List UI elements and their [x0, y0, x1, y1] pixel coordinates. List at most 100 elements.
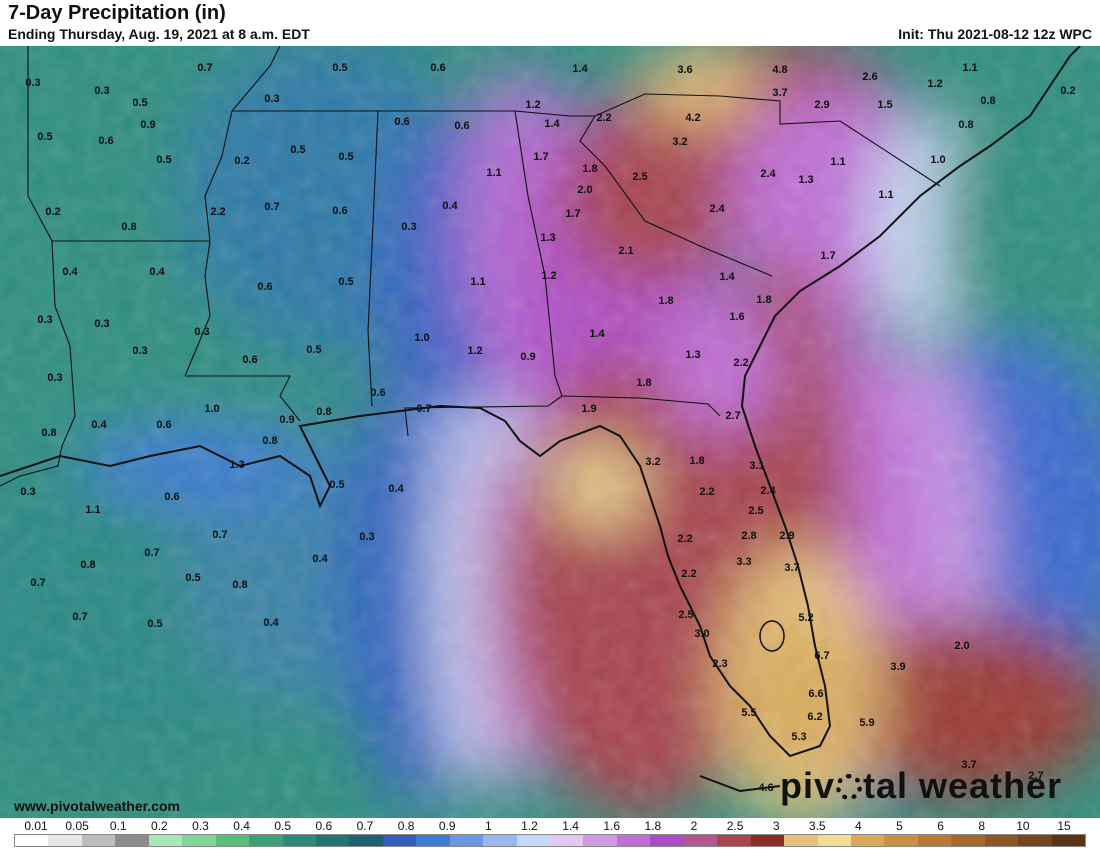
precip-value-label: 0.7: [212, 529, 227, 541]
precip-value-label: 6.7: [814, 650, 829, 662]
precip-value-label: 1.0: [204, 403, 219, 415]
precip-value-label: 0.4: [312, 553, 328, 565]
precip-value-label: 0.7: [264, 201, 279, 213]
precip-value-label: 0.2: [234, 155, 249, 167]
precip-value-label: 0.5: [306, 344, 321, 356]
legend-swatch: [416, 835, 450, 846]
website-url: www.pivotalweather.com: [14, 798, 180, 814]
precip-value-label: 2.4: [760, 168, 776, 180]
legend-tick-label: 3.5: [808, 819, 826, 833]
legend-tick-label: 0.5: [274, 819, 292, 833]
legend-swatch: [81, 835, 116, 846]
legend-swatch: [717, 835, 751, 846]
precip-value-label: 0.3: [37, 314, 52, 326]
legend-tick-label: 1.6: [603, 819, 621, 833]
precip-value-label: 3.0: [694, 628, 709, 640]
precip-value-label: 0.4: [91, 419, 107, 431]
legend-tick-label: 0.7: [356, 819, 374, 833]
legend-swatch: [249, 835, 283, 846]
precip-value-label: 1.2: [927, 78, 942, 90]
precip-value-label: 1.1: [830, 156, 845, 168]
gear-icon: [836, 774, 863, 800]
precip-value-label: 0.6: [454, 120, 469, 132]
precip-value-label: 0.2: [1060, 85, 1075, 97]
precip-value-label: 0.3: [194, 326, 209, 338]
legend-tick-label: 0.01: [24, 819, 48, 833]
precip-value-label: 6.6: [808, 688, 823, 700]
precip-value-label: 2.5: [678, 609, 693, 621]
legend-swatch: [483, 835, 517, 846]
precip-value-label: 2.4: [760, 485, 776, 497]
legend-color-bar: [14, 834, 1086, 847]
precip-value-label: 1.4: [719, 271, 735, 283]
precip-value-label: 2.0: [577, 184, 592, 196]
precip-value-label: 0.6: [98, 135, 113, 147]
precip-value-label: 0.7: [416, 403, 431, 415]
precip-value-label: 1.7: [533, 151, 548, 163]
legend-tick-labels: 0.01 0.05 0.1 0.2 0.3 0.4 0.5 0.6 0.7 0.8 0.9 1 1.2 1…: [14, 819, 1086, 833]
map-title: 7-Day Precipitation (in): [8, 2, 226, 24]
legend-tick-label: 0.8: [397, 819, 415, 833]
legend-tick-label: 15: [1057, 819, 1071, 833]
legend-tick-label: 0.05: [65, 819, 89, 833]
precip-value-label: 0.4: [442, 200, 458, 212]
precip-labels: 0.3 0.3 0.7 0.5 0.6 1.4 3.6 4.8 2.6 1.1 1.2 0.2 0.5 0…: [20, 62, 1075, 794]
precip-value-label: 0.8: [121, 221, 136, 233]
legend-tick-label: 6: [937, 819, 944, 833]
precip-value-label: 0.5: [329, 479, 344, 491]
precip-value-label: 3.3: [736, 556, 751, 568]
legend-tick-label: 5: [896, 819, 903, 833]
legend-swatch: [1051, 835, 1085, 846]
precip-value-label: 0.7: [30, 577, 45, 589]
legend-swatch: [315, 835, 350, 846]
legend-swatch: [583, 835, 617, 846]
legend-tick-label: 1.8: [644, 819, 662, 833]
precip-value-label: 2.4: [709, 203, 725, 215]
brand-text-1: piv: [780, 765, 836, 806]
precip-value-label: 2.5: [748, 505, 763, 517]
brand-text-2: tal weather: [863, 765, 1063, 806]
precip-value-label: 1.3: [798, 174, 813, 186]
precip-value-label: 4.6: [758, 782, 773, 794]
legend-swatch: [349, 835, 383, 846]
precip-value-label: 4.8: [772, 64, 787, 76]
precip-value-label: 0.5: [338, 276, 353, 288]
precip-value-label: 1.3: [685, 349, 700, 361]
precip-value-label: 3.7: [772, 87, 787, 99]
precip-value-label: 1.8: [689, 455, 704, 467]
legend-swatch: [951, 835, 985, 846]
legend-tick-label: 2: [690, 819, 698, 833]
coastline: [0, 46, 1081, 793]
precip-value-label: 1.1: [470, 276, 485, 288]
legend-swatch: [382, 835, 417, 846]
precip-value-label: 3.2: [672, 136, 687, 148]
precip-value-label: 1.0: [930, 154, 945, 166]
precip-value-label: 0.6: [257, 281, 272, 293]
precip-value-label: 0.5: [332, 62, 347, 74]
legend-swatch: [850, 835, 885, 846]
precip-value-label: 3.9: [890, 661, 905, 673]
precip-value-label: 1.4: [572, 63, 588, 75]
precip-value-label: 1.8: [582, 163, 597, 175]
legend-swatch: [984, 835, 1019, 846]
precip-value-label: 0.4: [263, 617, 279, 629]
legend-tick-label: 4: [855, 819, 862, 833]
legend-swatch: [148, 835, 183, 846]
precip-value-label: 5.3: [791, 731, 806, 743]
legend-swatch: [817, 835, 851, 846]
precip-value-label: 2.1: [618, 245, 633, 257]
precip-value-label: 1.8: [658, 295, 673, 307]
precip-value-label: 0.3: [94, 318, 109, 330]
legend-swatch: [215, 835, 250, 846]
legend-swatch: [182, 835, 216, 846]
precip-value-label: 4.2: [685, 112, 700, 124]
lake-okeechobee: [759, 620, 785, 652]
precip-value-label: 1.6: [729, 311, 744, 323]
precip-value-label: 3.7: [784, 562, 799, 574]
legend-tick-label: 10: [1016, 819, 1030, 833]
precip-value-label: 0.3: [401, 221, 416, 233]
precip-value-label: 2.2: [596, 112, 611, 124]
precip-value-label: 3.6: [677, 64, 692, 76]
legend-swatch: [683, 835, 718, 846]
precip-value-label: 0.5: [185, 572, 200, 584]
